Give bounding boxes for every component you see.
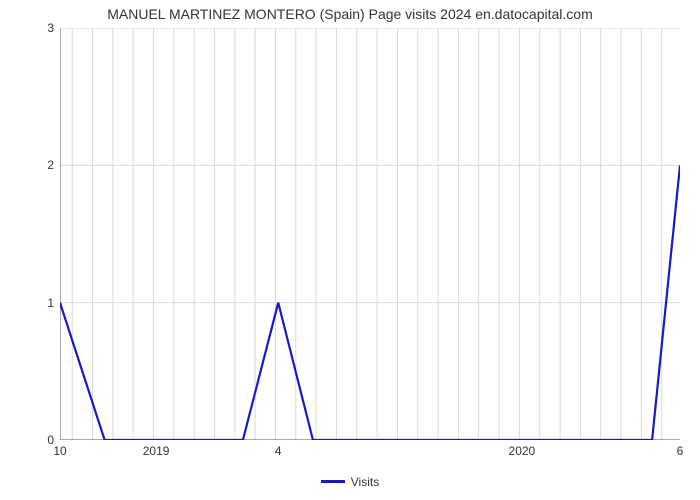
- chart-title: MANUEL MARTINEZ MONTERO (Spain) Page vis…: [0, 6, 700, 22]
- y-tick-label: 2: [47, 158, 54, 172]
- chart-plot: [60, 28, 680, 440]
- x-tick-label: 4: [275, 444, 282, 458]
- chart-legend: Visits: [0, 470, 700, 489]
- x-tick-label: 6: [677, 444, 684, 458]
- legend-swatch: [321, 480, 345, 483]
- x-tick-label: 10: [53, 444, 66, 458]
- y-tick-label: 1: [47, 296, 54, 310]
- x-tick-label: 2020: [509, 444, 536, 458]
- legend-label: Visits: [351, 475, 379, 489]
- y-tick-label: 3: [47, 21, 54, 35]
- legend-item-visits: Visits: [321, 475, 379, 489]
- x-tick-label: 2019: [143, 444, 170, 458]
